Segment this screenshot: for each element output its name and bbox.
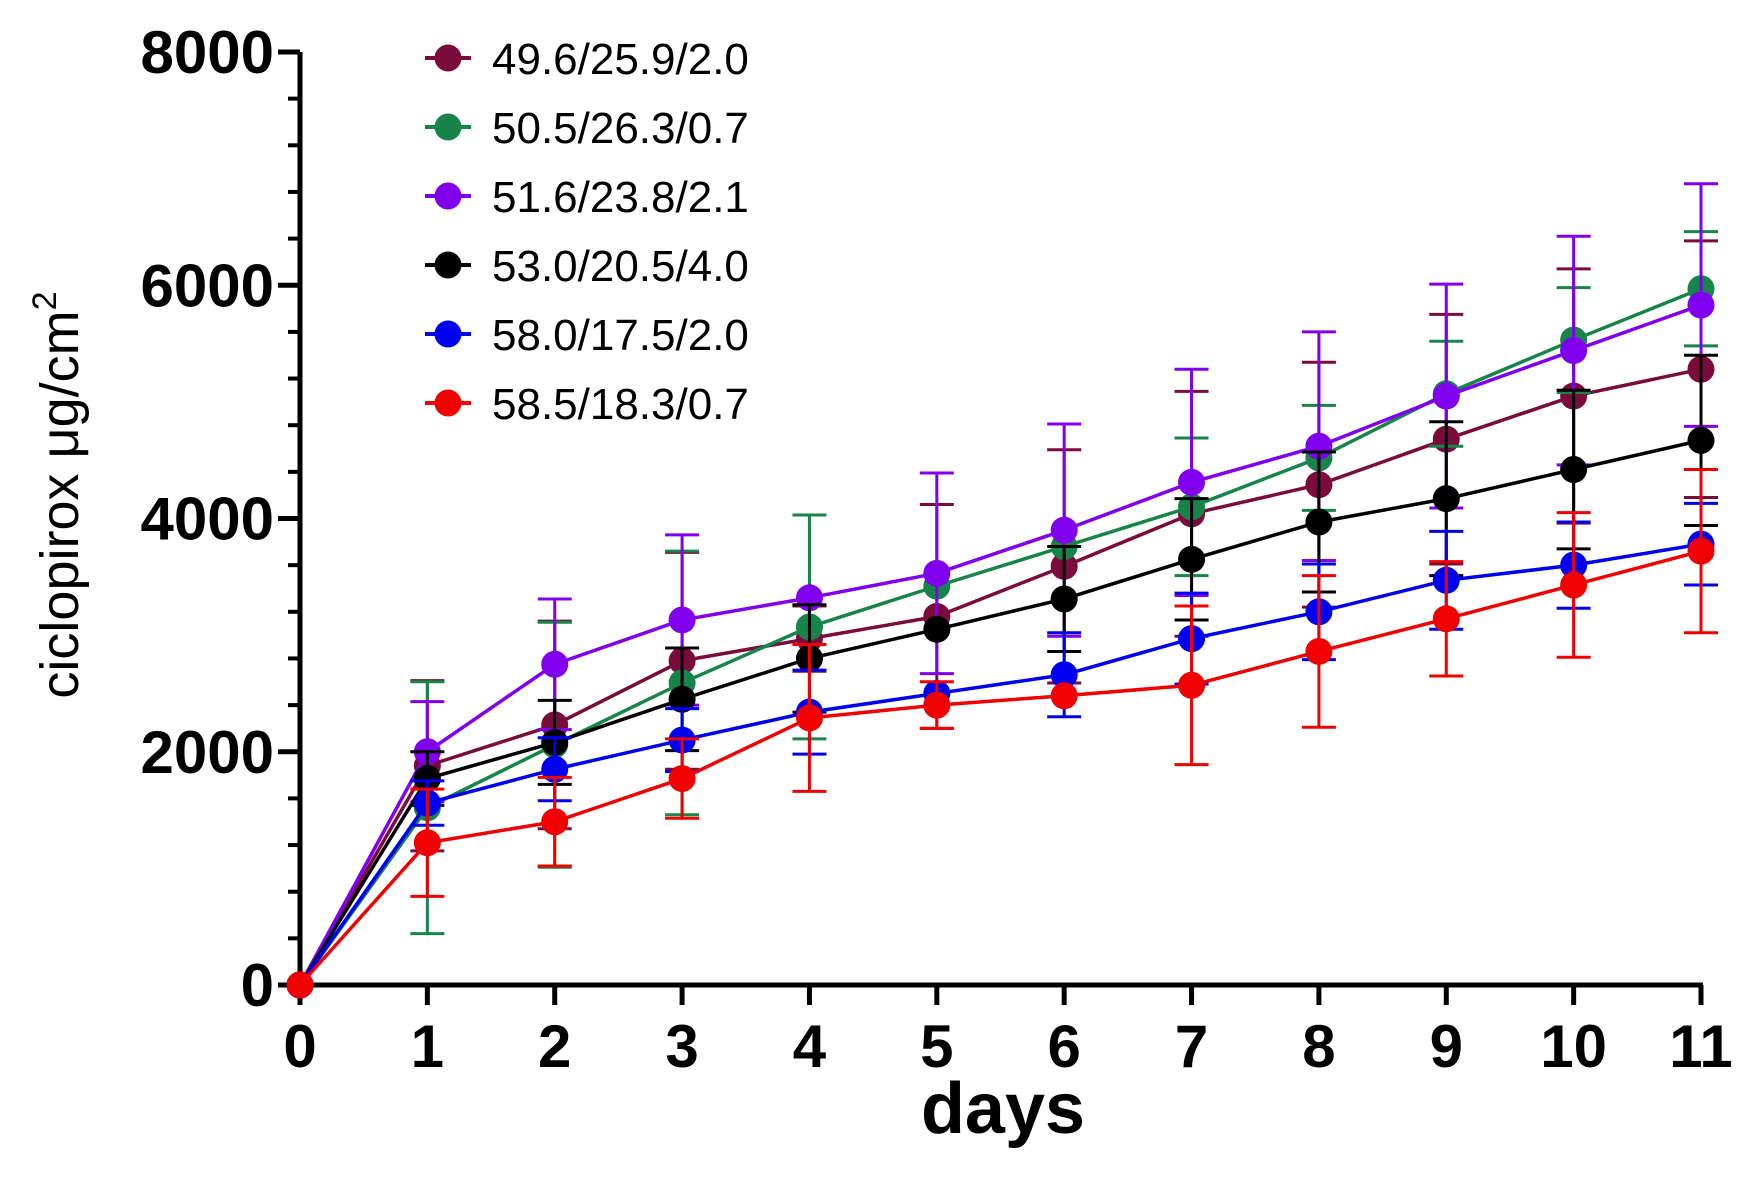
series-5: [286, 501, 1718, 999]
x-tick-label: 4: [793, 1013, 827, 1080]
data-point: [1687, 291, 1715, 319]
legend-marker: [434, 251, 462, 279]
data-point: [413, 765, 441, 793]
data-point: [286, 971, 314, 999]
y-tick-label: 2000: [141, 719, 274, 786]
data-point: [413, 829, 441, 857]
legend-item: 50.5/26.3/0.7: [425, 104, 749, 153]
data-point: [1687, 537, 1715, 565]
legend: 49.6/25.9/2.0 50.5/26.3/0.7 51.6/23.8/2.1 5…: [425, 35, 749, 429]
x-tick-label: 6: [1047, 1013, 1080, 1080]
legend-marker: [434, 320, 462, 348]
data-point: [668, 606, 696, 634]
data-point: [923, 691, 951, 719]
y-tick-label: 4000: [141, 486, 274, 553]
x-tick-label: 2: [538, 1013, 571, 1080]
x-tick-label: 8: [1302, 1013, 1335, 1080]
data-point: [1050, 661, 1078, 689]
data-point: [1432, 485, 1460, 513]
y-ticks: 0 2000 4000 6000 8000: [141, 19, 300, 1019]
data-point: [668, 685, 696, 713]
legend-label: 50.5/26.3/0.7: [492, 104, 749, 153]
data-point: [1305, 508, 1333, 536]
data-point: [1560, 337, 1588, 365]
legend-item: 58.5/18.3/0.7: [425, 380, 749, 429]
data-point: [541, 650, 569, 678]
y-tick-label: 6000: [141, 252, 274, 319]
data-point: [1432, 382, 1460, 410]
series-line: [298, 438, 1702, 986]
data-point: [795, 704, 823, 732]
legend-item: 49.6/25.9/2.0: [425, 35, 749, 84]
y-axis-title: ciclopirox μg/cm2: [26, 291, 90, 698]
x-tick-label: 5: [920, 1013, 953, 1080]
data-point: [1560, 456, 1588, 484]
legend-item: 58.0/17.5/2.0: [425, 311, 749, 360]
x-ticks: 0 1 2 3 4 5 6 7 8 9 10 11: [283, 985, 1733, 1080]
legend-label: 58.5/18.3/0.7: [492, 380, 749, 429]
series-4: [286, 353, 1718, 999]
x-tick-label: 3: [665, 1013, 698, 1080]
legend-label: 49.6/25.9/2.0: [492, 35, 749, 84]
series-layer: [286, 182, 1718, 999]
legend-marker: [434, 44, 462, 72]
x-tick-label: 9: [1430, 1013, 1463, 1080]
y-tick-label: 8000: [141, 19, 274, 86]
data-point: [1050, 516, 1078, 544]
data-point: [1432, 605, 1460, 633]
x-tick-label: 11: [1669, 1013, 1732, 1080]
series-line: [298, 287, 1702, 987]
legend-marker: [434, 182, 462, 210]
x-tick-label: 7: [1175, 1013, 1208, 1080]
data-point: [1560, 571, 1588, 599]
y-tick-label: 0: [241, 952, 274, 1019]
x-axis-title: days: [921, 1069, 1085, 1149]
legend-item: 51.6/23.8/2.1: [425, 173, 749, 222]
data-point: [1687, 426, 1715, 454]
data-point: [1178, 545, 1206, 573]
legend-label: 58.0/17.5/2.0: [492, 311, 749, 360]
data-point: [1050, 682, 1078, 710]
data-point: [923, 615, 951, 643]
legend-item: 53.0/20.5/4.0: [425, 242, 749, 291]
data-point: [541, 808, 569, 836]
y-axis-title-text: ciclopirox μg/cm: [30, 310, 90, 698]
data-point: [1178, 671, 1206, 699]
x-tick-label: 10: [1540, 1013, 1607, 1080]
x-tick-label: 0: [283, 1013, 316, 1080]
legend-marker: [434, 113, 462, 141]
data-point: [1050, 585, 1078, 613]
data-point: [1178, 468, 1206, 496]
legend-marker: [434, 389, 462, 417]
x-tick-label: 1: [411, 1013, 444, 1080]
series-line: [298, 542, 1702, 987]
data-point: [1305, 637, 1333, 665]
legend-label: 53.0/20.5/4.0: [492, 242, 749, 291]
series-line: [298, 367, 1702, 986]
data-point: [923, 559, 951, 587]
legend-label: 51.6/23.8/2.1: [492, 173, 749, 222]
y-axis-title-superscript: 2: [26, 291, 64, 310]
series-line: [298, 549, 1702, 987]
series-6: [286, 468, 1718, 999]
data-point: [668, 765, 696, 793]
series-line: [298, 303, 1702, 986]
